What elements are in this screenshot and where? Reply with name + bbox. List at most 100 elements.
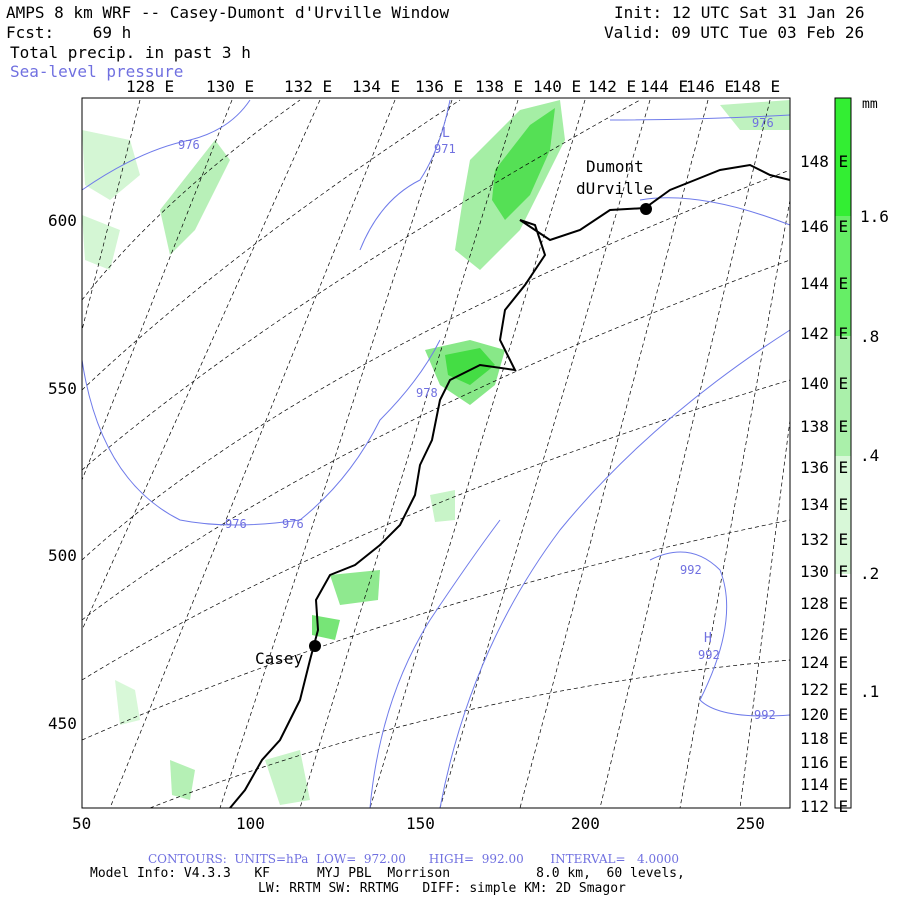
lon-label: 136 E	[415, 77, 464, 96]
field-precip-label: Total precip. in past 3 h	[10, 43, 251, 62]
precip-patch	[82, 130, 140, 200]
contour-label: 971	[434, 142, 456, 156]
pressure-contour	[439, 329, 791, 809]
lon-label: 138 E	[800, 417, 849, 436]
lon-label: 128 E	[800, 594, 849, 613]
precip-patch	[160, 140, 230, 255]
init-time: Init: 12 UTC Sat 31 Jan 26	[614, 3, 865, 22]
pressure-contour	[81, 339, 441, 526]
lon-label: 146 E	[686, 77, 735, 96]
contour-label: 976	[225, 517, 247, 531]
meridian-line	[81, 99, 233, 481]
colorbar-swatch-0-8	[835, 216, 851, 336]
precip-patch	[312, 615, 340, 640]
low-pressure-marker: L	[442, 126, 450, 141]
lon-label: 138 E	[475, 77, 524, 96]
model-info: Model Info: V4.3.3 KF MYJ PBL Morrison 8…	[90, 866, 685, 881]
latitude-arc	[81, 99, 301, 301]
x-tick-label: 200	[571, 814, 600, 833]
latitude-arc	[81, 519, 791, 741]
precip-shading	[82, 100, 790, 805]
colorbar-frame	[834, 97, 852, 809]
lon-label: 130 E	[800, 562, 849, 581]
x-tick-label: 250	[736, 814, 765, 833]
contour-label: 976	[178, 138, 200, 152]
latitude-arc	[81, 169, 791, 561]
meridian-line	[369, 99, 586, 809]
precip-patch	[170, 760, 195, 800]
contour-info: CONTOURS: UNITS=hPa LOW= 972.00 HIGH= 99…	[148, 852, 679, 866]
lon-label: 122 E	[800, 680, 849, 699]
lon-label: 134 E	[800, 495, 849, 514]
dumont-marker	[640, 203, 652, 215]
lon-label: 146 E	[800, 217, 849, 236]
casey-label: Casey	[255, 649, 304, 668]
precip-patch	[82, 215, 120, 270]
contour-label: 976	[282, 517, 304, 531]
x-tick-label: 50	[72, 814, 92, 833]
lon-label: 132 E	[284, 77, 333, 96]
field-pressure-label: Sea-level pressure	[10, 62, 184, 81]
lon-label: 148 E	[800, 152, 849, 171]
lon-label: 144 E	[800, 274, 849, 293]
meridian-line	[679, 199, 791, 809]
physics-info: LW: RRTM SW: RRTMG DIFF: simple KM: 2D S…	[258, 881, 626, 896]
colorbar-swatch-0-4	[835, 336, 851, 456]
x-tick-label: 100	[236, 814, 265, 833]
lon-label: 114 E	[800, 775, 849, 794]
meridian-line	[109, 99, 396, 809]
meridian-line	[81, 99, 141, 331]
lon-label: 136 E	[800, 458, 849, 477]
lon-label: 142 E	[588, 77, 637, 96]
colorbar	[834, 97, 852, 809]
meridian-line	[519, 99, 709, 809]
lon-label: 142 E	[800, 324, 849, 343]
precip-patch	[492, 108, 555, 220]
colorbar-label: .1	[860, 682, 880, 701]
colorbar-swatch-0-2	[835, 456, 851, 574]
lon-label: 132 E	[800, 530, 849, 549]
contour-label: 992	[698, 648, 720, 662]
meridian-line	[81, 99, 321, 631]
precip-patch	[720, 100, 790, 130]
y-tick-label: 550	[48, 379, 77, 398]
colorbar-label: .4	[860, 446, 880, 465]
forecast-hour: Fcst: 69 h	[6, 23, 132, 42]
pressure-contour	[609, 114, 791, 121]
map-title: AMPS 8 km WRF -- Casey-Dumont d'Urville …	[6, 3, 450, 22]
pressure-contour	[639, 197, 791, 226]
y-tick-label: 500	[48, 546, 77, 565]
contour-label: 978	[416, 386, 438, 400]
lon-label: 144 E	[640, 77, 689, 96]
contour-label: 976	[752, 116, 774, 130]
colorbar-label: .2	[860, 564, 880, 583]
valid-time: Valid: 09 UTC Tue 03 Feb 26	[604, 23, 865, 42]
lon-label: 134 E	[352, 77, 401, 96]
y-tick-label: 450	[48, 714, 77, 733]
latitude-arc	[81, 99, 641, 471]
precip-patch	[115, 680, 140, 725]
precip-patch	[265, 750, 310, 805]
lon-label: 120 E	[800, 705, 849, 724]
pressure-contour	[81, 99, 251, 191]
pressure-contour	[369, 519, 501, 809]
lon-label: 140 E	[800, 374, 849, 393]
lon-label: 118 E	[800, 729, 849, 748]
precip-patch	[330, 570, 380, 605]
meridian-line	[599, 99, 771, 809]
colorbar-swatch-0-1	[835, 574, 851, 808]
latitude-arc	[81, 99, 461, 391]
latitude-arc	[149, 659, 791, 809]
pressure-contour	[359, 99, 451, 251]
contour-label: 992	[680, 563, 702, 577]
lon-label: 112 E	[800, 797, 849, 816]
pressure-contour	[649, 551, 791, 717]
lon-label: 124 E	[800, 653, 849, 672]
x-tick-label: 150	[406, 814, 435, 833]
meridian-line	[219, 99, 453, 809]
lon-label: 130 E	[206, 77, 255, 96]
meridian-line	[739, 419, 791, 809]
lon-label: 116 E	[800, 753, 849, 772]
contour-label: 992	[754, 708, 776, 722]
